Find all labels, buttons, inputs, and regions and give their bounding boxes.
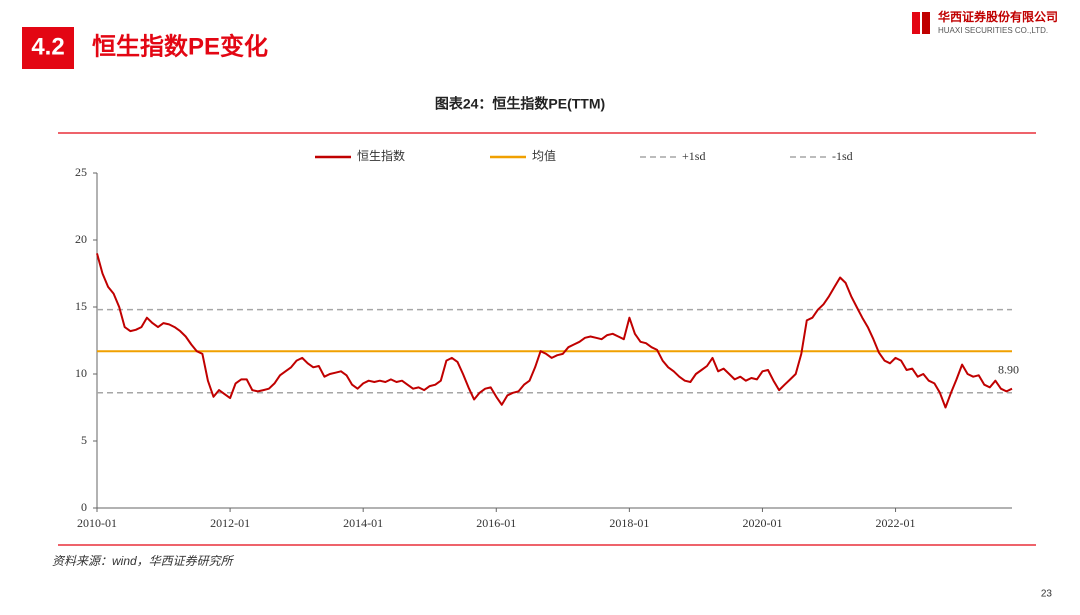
series-line: [96, 253, 1013, 409]
legend-label: 均值: [532, 148, 556, 163]
x-tick-label: 2010-01: [77, 516, 117, 530]
y-tick-label: 15: [75, 299, 87, 313]
source-note: 资料来源：wind，华西证券研究所: [52, 554, 235, 568]
legend-label: -1sd: [832, 149, 853, 163]
y-tick-label: 0: [81, 500, 87, 514]
legend-label: 恒生指数: [357, 148, 405, 163]
x-tick-label: 2012-01: [210, 516, 250, 530]
y-tick-label: 10: [75, 366, 87, 380]
data-label: 8.90: [998, 362, 1019, 376]
company-en: HUAXI SECURITIES CO.,LTD.: [938, 26, 1048, 35]
chart-title: 图表24：恒生指数PE(TTM): [435, 96, 605, 112]
legend-label: +1sd: [682, 149, 705, 163]
y-tick-label: 25: [75, 165, 87, 179]
logo-mark: [912, 12, 920, 34]
section-number: 4.2: [31, 33, 64, 60]
section-box: [22, 27, 74, 69]
y-tick-label: 20: [75, 232, 87, 246]
slide-title: 恒生指数PE变化: [92, 32, 268, 60]
logo-mark: [922, 12, 930, 34]
page-number: 23: [1041, 589, 1053, 600]
x-tick-label: 2014-01: [343, 516, 383, 530]
x-tick-label: 2018-01: [609, 516, 649, 530]
x-tick-label: 2022-01: [876, 516, 916, 530]
y-tick-label: 5: [81, 433, 87, 447]
company-cn: 华西证券股份有限公司: [938, 9, 1058, 24]
x-tick-label: 2020-01: [742, 516, 782, 530]
x-tick-label: 2016-01: [476, 516, 516, 530]
